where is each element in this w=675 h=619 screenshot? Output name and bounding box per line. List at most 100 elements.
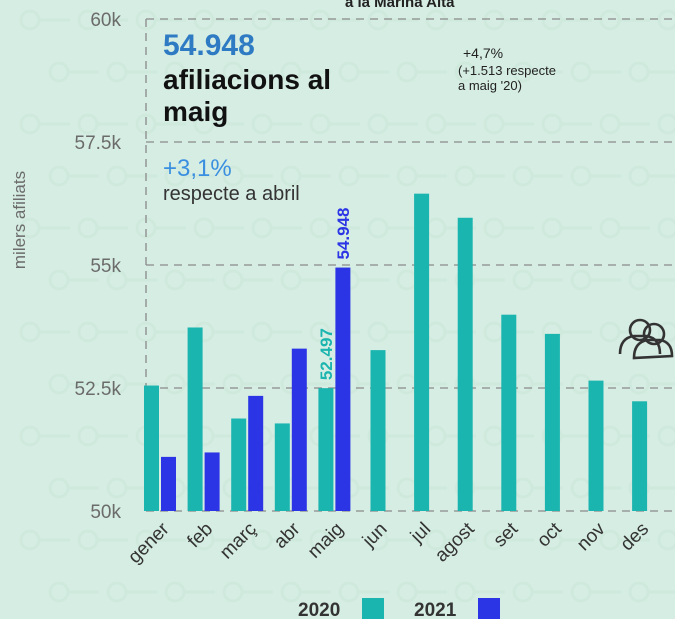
decor-node	[657, 113, 675, 135]
decor-node	[222, 61, 273, 83]
decor-node	[19, 217, 70, 239]
decor-node	[19, 321, 70, 343]
bar-2020-des	[632, 401, 648, 511]
x-tick-label: jun	[358, 519, 391, 552]
decor-node	[367, 321, 418, 343]
y-axis-ticks: 50k 52.5k 55k 57.5k 60k	[75, 10, 122, 523]
decor-node	[454, 165, 505, 187]
decor-node	[77, 425, 128, 447]
decor-node	[280, 165, 331, 187]
decor-node	[135, 9, 186, 31]
decor-node	[599, 113, 650, 135]
decor-node	[106, 373, 157, 395]
y-tick-label: 52.5k	[75, 379, 122, 400]
decor-node	[77, 321, 128, 343]
decor-node	[77, 217, 128, 239]
bar-2020-oct	[544, 333, 560, 511]
x-tick-label: nov	[573, 518, 610, 555]
decor-node	[657, 9, 675, 31]
decor-node	[251, 321, 302, 343]
decor-node	[425, 529, 476, 551]
decor-node	[570, 61, 621, 83]
yearly-change: +4,7% (+1.513 respecte a maig '20)	[458, 45, 556, 94]
decor-node	[512, 61, 563, 83]
bar-2020-març	[231, 418, 247, 511]
x-tick-label: jul	[406, 519, 435, 548]
chart-title: a la Marina Alta	[345, 0, 455, 11]
yearly-change-line2: a maig '20)	[458, 78, 522, 93]
decor-node	[628, 373, 675, 395]
decor-node	[657, 321, 675, 343]
decor-node	[367, 9, 418, 31]
bar-2021-març	[248, 395, 264, 511]
decor-node	[570, 269, 621, 291]
decor-node	[512, 581, 563, 603]
decor-node	[396, 165, 447, 187]
decor-node	[251, 217, 302, 239]
headline-label: afiliacions al maig	[163, 64, 332, 127]
bar-2021-maig	[335, 267, 351, 511]
decor-node	[135, 217, 186, 239]
bars: 52.497 54.948	[144, 193, 648, 511]
decor-node	[338, 165, 389, 187]
x-tick-label: abr	[270, 518, 305, 553]
decor-node	[106, 581, 157, 603]
bar-2020-gener	[144, 385, 159, 511]
bar-2021-feb	[204, 452, 220, 511]
decor-node	[106, 269, 157, 291]
bar-2020-jul	[414, 193, 430, 511]
decor-node	[599, 9, 650, 31]
decor-node	[570, 165, 621, 187]
decor-node	[541, 529, 592, 551]
decor-node	[425, 9, 476, 31]
legend-label-2020: 2020	[298, 600, 340, 619]
bar-2021-gener	[161, 456, 176, 511]
x-tick-label: gener	[124, 518, 174, 568]
decor-node	[19, 425, 70, 447]
decor-node	[657, 217, 675, 239]
decor-node	[48, 373, 99, 395]
bar-2020-abr	[274, 423, 290, 511]
people-icon	[618, 318, 674, 360]
monthly-change-label: respecte a abril	[163, 183, 300, 205]
decor-node	[309, 529, 360, 551]
decor-node	[193, 113, 244, 135]
decor-node	[541, 113, 592, 135]
monthly-change: +3,1% respecte a abril	[163, 155, 303, 206]
decor-node	[541, 9, 592, 31]
decor-node	[628, 581, 675, 603]
decor-node	[483, 217, 534, 239]
decor-node	[425, 113, 476, 135]
yearly-change-value: +4,7%	[463, 45, 504, 61]
decor-node	[483, 9, 534, 31]
decor-node	[193, 529, 244, 551]
decor-node	[77, 529, 128, 551]
decor-node	[657, 425, 675, 447]
decor-node	[48, 581, 99, 603]
bar-2020-jun	[370, 350, 386, 511]
x-tick-label: oct	[533, 518, 566, 551]
headline: 54.948 afiliacions al maig	[163, 28, 393, 128]
decor-node	[599, 529, 650, 551]
decor-node	[222, 373, 273, 395]
decor-node	[48, 269, 99, 291]
decor-node	[541, 217, 592, 239]
decor-node	[48, 61, 99, 83]
legend-swatch-2020	[362, 598, 384, 619]
decor-node	[193, 217, 244, 239]
decor-node	[483, 113, 534, 135]
decor-node	[77, 113, 128, 135]
decor-node	[222, 165, 273, 187]
bar-2021-abr	[291, 348, 307, 511]
x-tick-label: agost	[431, 518, 479, 566]
decor-node	[106, 165, 157, 187]
decor-node	[106, 61, 157, 83]
bar-2020-nov	[588, 380, 604, 511]
data-label-2021-maig: 54.948	[334, 208, 353, 260]
bar-2020-feb	[187, 327, 203, 511]
decor-node	[164, 581, 215, 603]
decor-node	[251, 529, 302, 551]
decor-node	[222, 581, 273, 603]
monthly-change-value: +3,1%	[163, 155, 232, 182]
y-axis-label: milers afiliats	[10, 171, 29, 269]
